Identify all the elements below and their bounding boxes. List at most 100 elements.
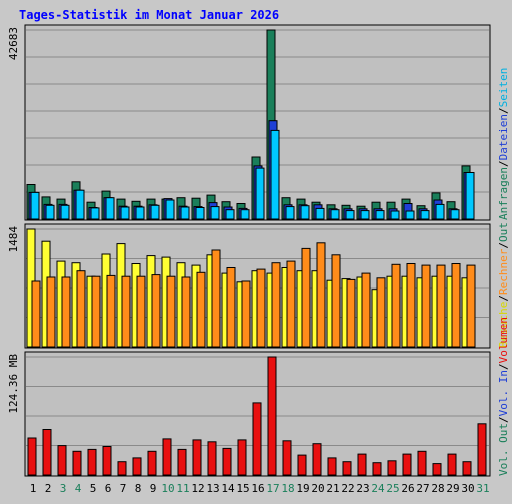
bar-volumen-day-15	[237, 439, 247, 476]
legend-entry: Vol. In	[497, 370, 510, 416]
bar-volumen-day-29	[447, 453, 457, 476]
svg-text:Anfragen/Dateien/Seiten: Anfragen/Dateien/Seiten	[497, 68, 510, 220]
bar-seiten-day-29	[450, 209, 460, 220]
bar-seiten-day-16	[255, 167, 265, 220]
bar-seiten-day-8	[135, 206, 145, 220]
legend-entry: Besuche	[497, 302, 510, 348]
bar-seiten-day-14	[225, 209, 235, 220]
x-tick-label: 18	[281, 482, 294, 495]
series-seiten	[30, 129, 475, 220]
bar-rechner-day-1	[31, 280, 41, 348]
bar-rechner-day-8	[136, 275, 146, 348]
bar-volumen-day-31	[477, 423, 487, 476]
x-tick-label: 6	[105, 482, 112, 495]
series-besuche	[26, 228, 471, 348]
bar-seiten-day-26	[405, 210, 415, 220]
legend-entry: Dateien	[497, 114, 510, 160]
x-tick-label: 14	[221, 482, 235, 495]
bar-rechner-day-25	[391, 263, 401, 348]
legend-entry: /	[497, 416, 510, 423]
bar-volumen-day-6	[102, 446, 112, 476]
x-tick-label: 17	[266, 482, 279, 495]
bar-volumen-day-17	[267, 356, 277, 476]
legend-entry: /	[497, 242, 510, 249]
panel-legend: Vol. Out/Vol. In/Volumen	[497, 317, 510, 476]
x-tick-label: 3	[60, 482, 67, 495]
bar-rechner-day-26	[406, 263, 416, 348]
x-tick-label: 19	[296, 482, 309, 495]
x-tick-label: 24	[371, 482, 385, 495]
bar-volumen-day-5	[87, 448, 97, 476]
bar-rechner-day-16	[256, 268, 266, 348]
bar-volumen-day-11	[177, 448, 187, 476]
x-tick-label: 26	[401, 482, 414, 495]
bar-volumen-day-30	[462, 461, 472, 476]
x-tick-label: 5	[90, 482, 97, 495]
bar-rechner-day-21	[331, 254, 341, 348]
bar-volumen-day-4	[72, 450, 82, 476]
bar-rechner-day-9	[151, 274, 161, 348]
bar-volumen-day-7	[117, 461, 127, 476]
bar-rechner-day-22	[346, 278, 356, 348]
bar-volumen-day-14	[222, 447, 232, 476]
bar-rechner-day-28	[436, 264, 446, 348]
legend-entry: Out	[497, 222, 510, 242]
bar-seiten-day-13	[210, 206, 220, 220]
bar-seiten-day-25	[390, 210, 400, 220]
chart-panels: 42683Anfragen/Dateien/Seiten1484Besuche/…	[7, 24, 510, 477]
bar-seiten-day-27	[420, 210, 430, 220]
bar-rechner-day-12	[196, 271, 206, 348]
y-max-label: 42683	[7, 27, 20, 60]
bar-volumen-day-2	[42, 429, 52, 476]
y-max-label: 124.36 MB	[7, 354, 20, 414]
bar-volumen-day-22	[342, 461, 352, 476]
y-max-label: 1484	[7, 226, 20, 253]
bar-volumen-day-25	[387, 460, 397, 476]
x-tick-label: 16	[251, 482, 264, 495]
bar-rechner-day-5	[91, 275, 101, 348]
bar-rechner-day-4	[76, 270, 86, 348]
series-volumen	[27, 356, 487, 476]
bar-seiten-day-20	[315, 207, 325, 220]
legend-entry: Seiten	[497, 68, 510, 108]
bar-volumen-day-28	[432, 463, 442, 476]
bar-volumen-day-10	[162, 438, 172, 476]
x-tick-label: 4	[75, 482, 82, 495]
x-tick-label: 1	[30, 482, 37, 495]
svg-text:Besuche/Rechner/Out: Besuche/Rechner/Out	[497, 222, 510, 348]
bar-rechner-day-10	[166, 275, 176, 348]
legend-entry: /	[497, 107, 510, 114]
legend-entry: Anfragen	[497, 167, 510, 220]
bar-seiten-day-21	[330, 209, 340, 220]
bar-rechner-day-18	[286, 260, 296, 348]
bar-rechner-day-6	[106, 274, 116, 348]
bar-rechner-day-19	[301, 247, 311, 348]
bar-volumen-day-1	[27, 437, 37, 476]
bar-seiten-day-10	[165, 199, 175, 220]
x-tick-label: 23	[356, 482, 369, 495]
bar-volumen-day-27	[417, 450, 427, 476]
bar-seiten-day-18	[285, 206, 295, 220]
bar-rechner-day-17	[271, 262, 281, 348]
x-tick-label: 12	[191, 482, 204, 495]
chart-title: Tages-Statistik im Monat Januar 2026	[19, 8, 279, 22]
bar-volumen-day-13	[207, 441, 217, 476]
x-tick-label: 31	[476, 482, 489, 495]
x-tick-label: 9	[150, 482, 157, 495]
bar-volumen-day-18	[282, 440, 292, 476]
x-tick-label: 15	[236, 482, 249, 495]
bar-rechner-day-27	[421, 264, 431, 348]
bar-volumen-day-12	[192, 439, 202, 476]
bar-seiten-day-30	[465, 172, 475, 220]
bar-seiten-day-1	[30, 191, 40, 220]
legend-entry: Volumen	[497, 317, 510, 363]
panel-legend: Besuche/Rechner/Out	[497, 222, 510, 348]
x-axis-labels: 1 2 3 4 5 6 7 8 9 10 11 12 13 14 15 16 17 18 19 20 21 22 23 24 2…	[30, 482, 490, 495]
bar-seiten-day-12	[195, 207, 205, 220]
legend-entry: /	[497, 160, 510, 167]
